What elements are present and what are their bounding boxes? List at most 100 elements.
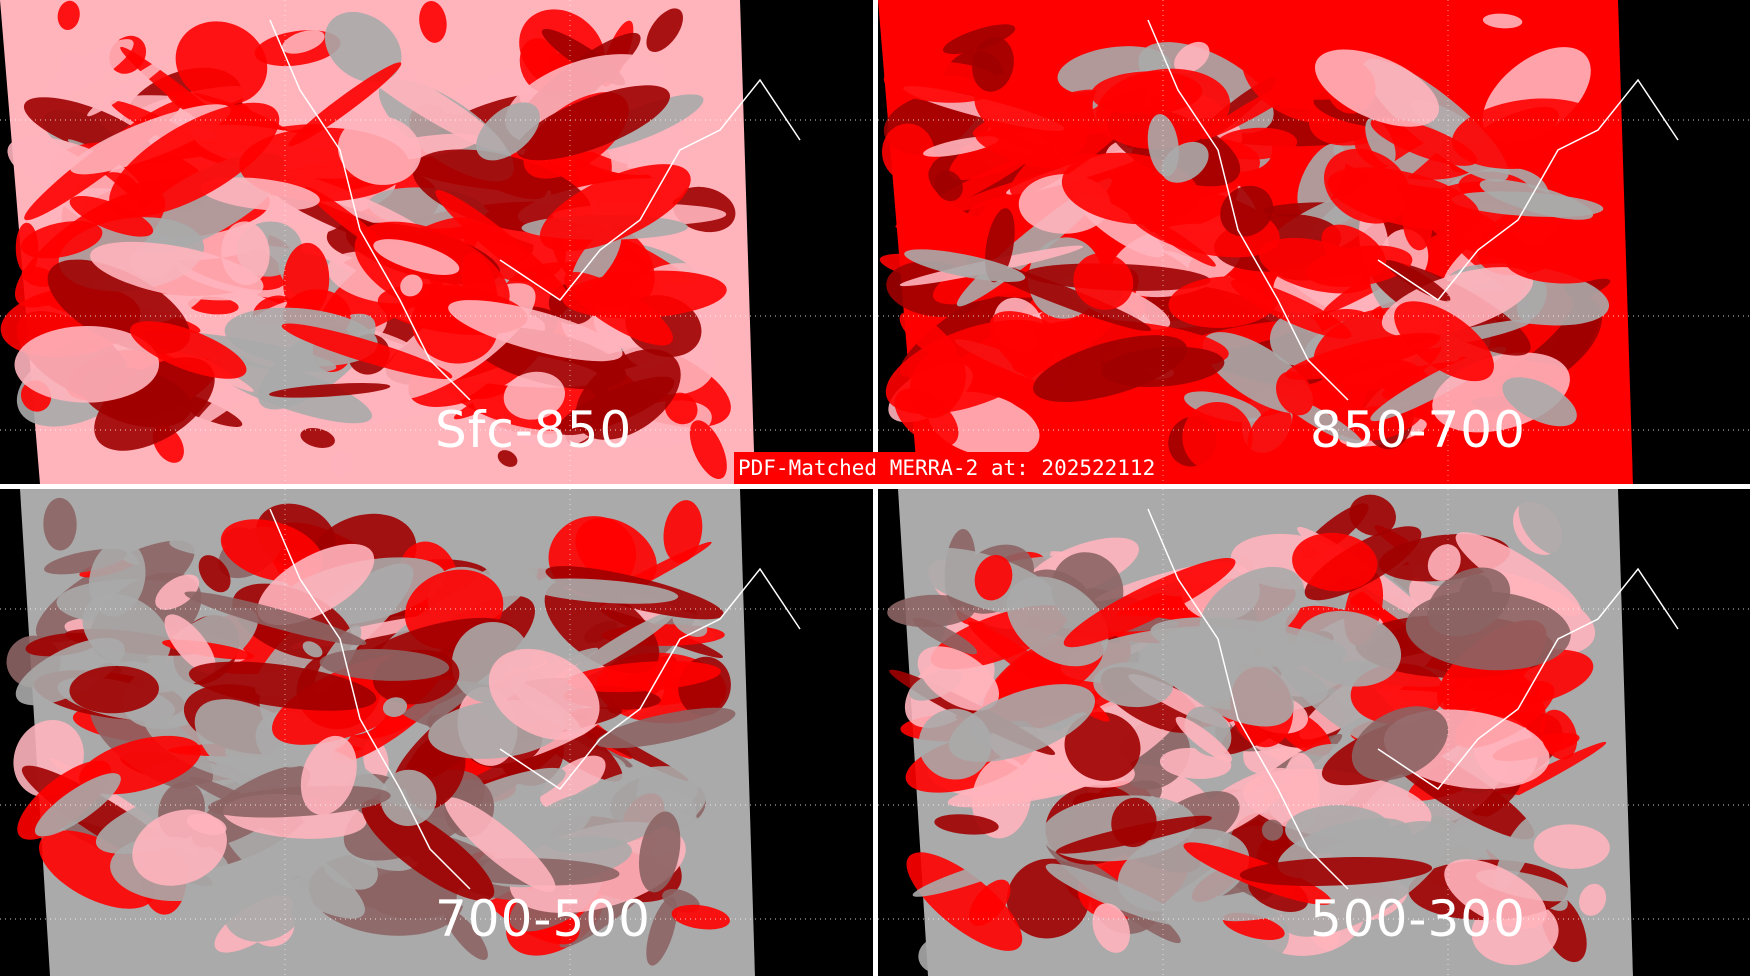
category-patch [646,8,683,53]
category-patch [300,428,335,448]
category-patch [540,755,606,808]
category-patch [337,115,422,185]
category-patch [1285,332,1441,380]
category-patch [382,697,408,717]
category-patch [544,579,660,674]
panel-850-700: 850-700 [878,0,1750,484]
category-patch [1045,863,1186,926]
coastline [1147,508,1679,890]
category-patch [1220,185,1274,237]
category-patch [917,646,1000,711]
category-patch [1518,493,1574,556]
category-patch [1579,883,1607,916]
category-patch [1314,49,1440,127]
category-patch [1096,68,1231,150]
category-patch [1321,224,1387,277]
category-patch [15,637,125,706]
category-patch [380,769,437,827]
category-patch [975,131,1065,169]
category-patch [1327,167,1480,230]
category-patch [1093,662,1173,708]
no-data-region [745,0,873,484]
category-patch [87,55,173,117]
category-patch [1546,433,1599,464]
category-patch [435,190,571,302]
category-patch [1064,711,1141,781]
category-patch [557,376,675,436]
category-patch [918,936,960,973]
category-patch [130,321,247,379]
coastline [269,19,801,401]
category-patch [1349,494,1396,536]
category-patch [200,177,320,211]
category-patch [1182,401,1253,473]
panel-label: 500-300 [1310,890,1526,948]
category-patch [175,21,268,105]
category-patch [1073,253,1134,310]
category-patch [1385,260,1451,302]
no-data-region [745,489,873,976]
category-patch [1365,117,1396,166]
map-500-300 [878,489,1750,976]
category-patch [324,11,402,83]
category-patch [188,661,377,711]
category-patch [539,164,691,252]
category-patch [912,617,978,655]
category-patch [1111,797,1157,848]
category-patch [281,30,325,54]
category-patch [444,909,488,960]
category-patch [94,357,215,451]
category-patch [934,170,963,202]
category-patch [1394,301,1494,382]
category-patch [1292,532,1378,592]
category-patch [1405,590,1571,671]
category-patch [1161,141,1209,183]
category-patch [1533,824,1610,869]
category-patch [1505,244,1613,284]
category-patch [1540,709,1578,760]
category-patch [1230,279,1352,339]
category-patch [516,85,670,161]
category-patch [1174,41,1210,74]
category-patch [974,555,1013,601]
panel-label: 850-700 [1310,401,1526,459]
map-sfc-850 [0,0,873,484]
category-patch [904,249,1026,282]
map-850-700 [878,0,1750,484]
category-patch [488,648,600,740]
category-patch [541,766,700,853]
category-patch [257,543,375,626]
category-patch [444,797,556,893]
category-patch [524,578,679,604]
category-patch [881,123,935,181]
category-patch [302,641,323,658]
category-patch [942,24,1016,55]
category-patch [596,707,736,749]
category-patch [1239,857,1433,886]
category-patch [319,648,450,681]
category-patch [969,879,1011,926]
category-patch [885,319,1059,415]
coastline [269,508,801,890]
category-patch [21,221,103,259]
category-patch [894,388,959,447]
category-patch [1063,557,1236,648]
category-patch [43,497,77,551]
panel-label: 700-500 [435,890,651,948]
category-patch [400,274,423,297]
no-data-region [1623,0,1750,484]
category-patch [281,323,453,380]
panel-sfc-850: Sfc-850 [0,0,873,484]
map-700-500 [0,489,873,976]
category-patch [972,37,1014,92]
category-patch [664,392,698,425]
category-patch [1296,610,1402,687]
category-patch [476,102,540,161]
category-patch [329,449,354,478]
category-patch [1479,179,1594,220]
category-patch [1136,212,1216,267]
category-patch [1455,532,1582,617]
category-patch [155,574,200,610]
category-patch [1158,628,1295,727]
category-patch [224,823,365,919]
